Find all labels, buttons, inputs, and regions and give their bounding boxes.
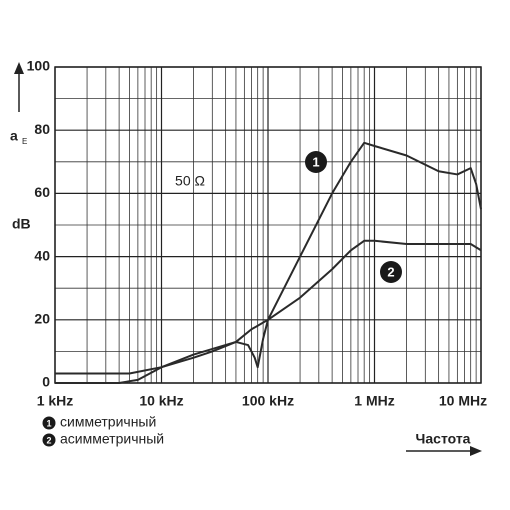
legend-marker xyxy=(42,433,56,447)
y-tick-label: 20 xyxy=(34,311,50,327)
y-tick-label: 40 xyxy=(34,247,50,263)
legend-label: асимметричный xyxy=(60,431,164,447)
series-marker xyxy=(305,151,327,173)
x-tick-label: 10 kHz xyxy=(139,393,183,409)
legend-marker xyxy=(42,416,56,430)
series-line xyxy=(55,239,482,384)
series-line xyxy=(55,141,482,375)
x-tick-label: 100 kHz xyxy=(242,393,294,409)
x-tick-label: 1 MHz xyxy=(354,393,394,409)
legend-marker-label: 1 xyxy=(46,418,51,428)
y-arrow-head xyxy=(14,62,24,74)
y-label-sub: E xyxy=(22,137,27,146)
y-tick-label: 60 xyxy=(34,184,50,200)
y-tick-label: 0 xyxy=(42,374,50,390)
y-unit: dB xyxy=(12,216,31,232)
x-label: Частота xyxy=(416,431,471,447)
x-tick-label: 10 MHz xyxy=(439,393,487,409)
x-tick-label: 1 kHz xyxy=(37,393,74,409)
series-marker xyxy=(380,261,402,283)
series-marker-label: 2 xyxy=(387,264,394,279)
series-marker-label: 1 xyxy=(312,154,319,169)
x-arrow-head xyxy=(470,446,482,456)
y-label: a xyxy=(10,128,18,144)
y-tick-label: 100 xyxy=(27,58,51,74)
annotation: 50 Ω xyxy=(175,173,205,189)
legend-label: симметричный xyxy=(60,414,156,430)
y-tick-label: 80 xyxy=(34,121,50,137)
legend-marker-label: 2 xyxy=(46,435,51,445)
plot-frame xyxy=(54,66,482,384)
